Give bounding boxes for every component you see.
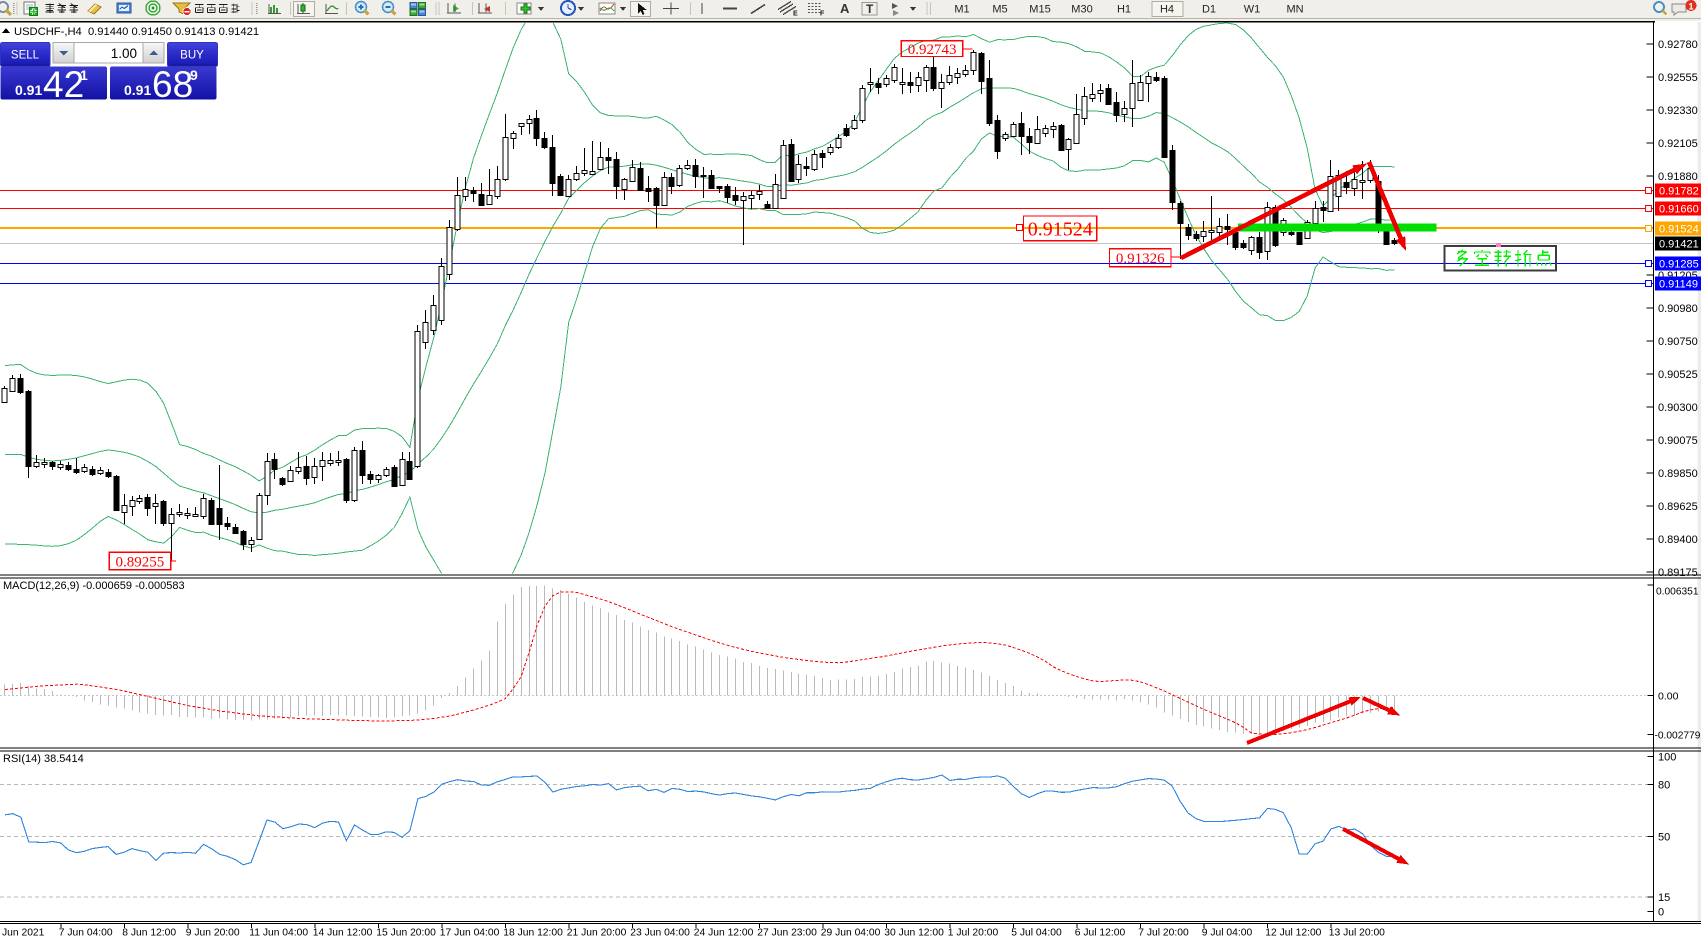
svg-text:BUY: BUY [180,50,204,62]
svg-text:M5: M5 [992,4,1007,16]
svg-text:-0.002779: -0.002779 [1655,731,1701,742]
svg-text:0.91782: 0.91782 [1659,186,1699,198]
svg-text:H1: H1 [1117,4,1131,16]
svg-text:0.91421: 0.91421 [1659,239,1699,251]
svg-text:T: T [866,2,874,16]
svg-text:D1: D1 [1202,4,1216,16]
svg-text:1: 1 [1688,2,1693,12]
svg-text:0.90750: 0.90750 [1658,336,1698,348]
svg-text:29 Jun 04:00: 29 Jun 04:00 [821,928,881,939]
svg-text:RSI(14) 38.5414: RSI(14) 38.5414 [3,753,84,765]
svg-text:0.90525: 0.90525 [1658,369,1698,381]
svg-text:A: A [840,1,850,16]
svg-text:E: E [793,11,798,18]
svg-text:21 Jun 20:00: 21 Jun 20:00 [567,928,627,939]
svg-text:0.91880: 0.91880 [1658,171,1698,183]
svg-text:14 Jun 12:00: 14 Jun 12:00 [313,928,373,939]
svg-text:42: 42 [43,64,84,105]
svg-text:MACD(12,26,9) -0.000659 -0.000: MACD(12,26,9) -0.000659 -0.000583 [3,580,185,592]
svg-text:100: 100 [1658,752,1676,764]
svg-text:0.91524: 0.91524 [1028,219,1093,241]
svg-text:W1: W1 [1244,4,1261,16]
svg-text:0.91660: 0.91660 [1659,204,1699,216]
svg-text:0.90980: 0.90980 [1658,303,1698,315]
svg-text:50: 50 [1658,832,1670,844]
svg-text:0.92555: 0.92555 [1658,72,1698,84]
svg-text:0.00: 0.00 [1658,691,1679,703]
svg-text:0.92780: 0.92780 [1658,39,1698,51]
svg-text:M30: M30 [1071,4,1092,16]
svg-text:11 Jun 04:00: 11 Jun 04:00 [249,928,308,939]
svg-text:24 Jun 12:00: 24 Jun 12:00 [694,928,754,939]
svg-text:9: 9 [190,67,198,83]
svg-text:0.89400: 0.89400 [1658,534,1698,546]
svg-text:0.91149: 0.91149 [1659,278,1698,290]
svg-text:0.90075: 0.90075 [1658,435,1698,447]
svg-text:0.90300: 0.90300 [1658,402,1698,414]
svg-text:H4: H4 [1160,4,1174,16]
svg-text:15: 15 [1658,892,1670,904]
svg-text:7 Jul 20:00: 7 Jul 20:00 [1138,928,1189,939]
svg-text:0.91524: 0.91524 [1659,223,1699,235]
svg-text:7 Jun 04:00: 7 Jun 04:00 [59,928,113,939]
svg-text:0.89175: 0.89175 [1658,567,1698,579]
svg-text:SELL: SELL [11,50,40,62]
svg-text:23 Jun 04:00: 23 Jun 04:00 [630,928,690,939]
svg-text:1.00: 1.00 [111,46,137,61]
svg-text:M1: M1 [954,4,969,16]
svg-text:0.89255: 0.89255 [116,554,165,570]
svg-text:Jun 2021: Jun 2021 [2,928,45,939]
svg-text:0.91285: 0.91285 [1659,259,1699,271]
svg-text:9 Jun 20:00: 9 Jun 20:00 [186,928,240,939]
svg-text:MN: MN [1286,4,1303,16]
svg-text:27 Jun 23:00: 27 Jun 23:00 [757,928,817,939]
svg-text:0.006351: 0.006351 [1656,587,1699,598]
svg-text:0: 0 [1658,907,1664,919]
svg-text:80: 80 [1658,780,1670,792]
svg-text:13 Jul 20:00: 13 Jul 20:00 [1329,928,1385,939]
svg-text:0.89850: 0.89850 [1658,468,1698,480]
svg-text:0.92743: 0.92743 [908,42,957,58]
svg-text:30 Jun 12:00: 30 Jun 12:00 [884,928,944,939]
svg-text:0.91326: 0.91326 [1116,251,1165,267]
svg-text:F: F [820,11,825,18]
svg-text:1 Jul 20:00: 1 Jul 20:00 [948,928,999,939]
svg-text:0.89625: 0.89625 [1658,501,1698,513]
svg-text:0.92105: 0.92105 [1658,138,1698,150]
svg-text:0.91: 0.91 [124,82,151,98]
svg-text:68: 68 [152,64,193,105]
svg-text:USDCHF-,H4 0.91440 0.91450 0.: USDCHF-,H4 0.91440 0.91450 0.91413 0.914… [14,26,259,38]
svg-text:5 Jul 04:00: 5 Jul 04:00 [1011,928,1062,939]
svg-text:0.92330: 0.92330 [1658,105,1698,117]
svg-text:15 Jun 20:00: 15 Jun 20:00 [376,928,436,939]
svg-text:0.91: 0.91 [15,82,42,98]
svg-text:6 Jul 12:00: 6 Jul 12:00 [1075,928,1126,939]
svg-text:9 Jul 04:00: 9 Jul 04:00 [1202,928,1253,939]
svg-text:12 Jul 12:00: 12 Jul 12:00 [1265,928,1321,939]
svg-text:1: 1 [80,67,88,83]
svg-text:18 Jun 12:00: 18 Jun 12:00 [503,928,563,939]
svg-text:17 Jun 04:00: 17 Jun 04:00 [440,928,500,939]
svg-text:8 Jun 12:00: 8 Jun 12:00 [122,928,176,939]
svg-text:M15: M15 [1029,4,1050,16]
